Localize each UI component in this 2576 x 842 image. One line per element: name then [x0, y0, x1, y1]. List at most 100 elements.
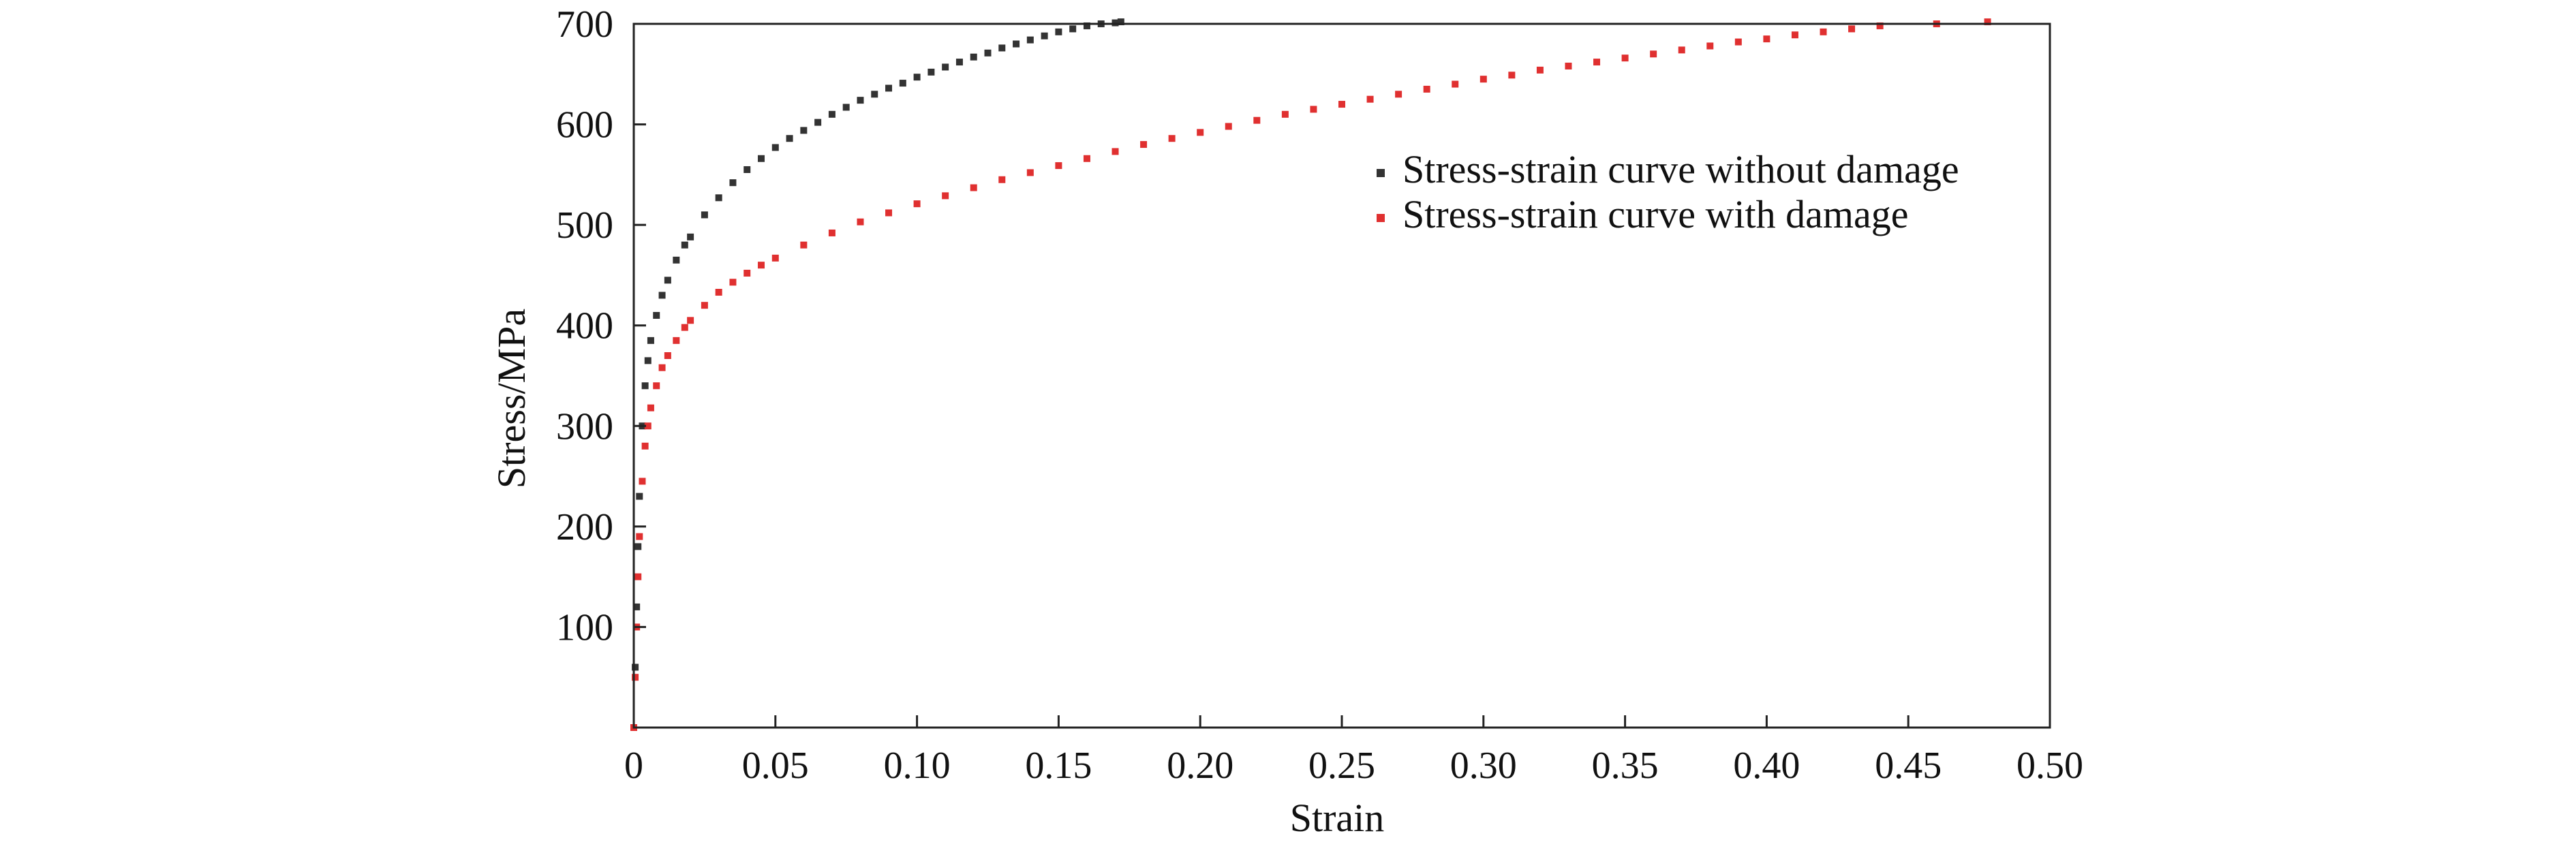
x-tick-label: 0.35 — [1592, 745, 1659, 787]
data-point — [644, 422, 651, 430]
data-point — [1395, 91, 1402, 98]
data-point — [743, 269, 751, 277]
data-point — [1069, 25, 1077, 33]
data-point — [658, 364, 666, 371]
data-point — [729, 179, 737, 187]
data-point — [687, 317, 694, 324]
data-point — [842, 104, 850, 111]
data-point — [857, 97, 864, 104]
data-point — [913, 200, 921, 208]
data-point — [1026, 36, 1034, 44]
x-tick-label: 0.05 — [742, 745, 809, 787]
data-point — [681, 324, 688, 331]
legend-marker — [1377, 214, 1385, 222]
data-point — [632, 664, 639, 671]
data-point — [658, 292, 666, 299]
data-point — [687, 233, 694, 240]
x-tick-label: 0.50 — [2017, 745, 2083, 787]
data-point — [636, 493, 643, 500]
data-point — [1479, 76, 1487, 83]
data-point — [715, 289, 722, 296]
x-tick-label: 0 — [624, 745, 643, 787]
data-point — [1650, 50, 1657, 58]
data-point — [1281, 110, 1289, 118]
legend-label: Stress-strain curve without damage — [1402, 147, 1959, 191]
y-tick-label: 100 — [556, 606, 613, 649]
data-point — [681, 241, 688, 249]
x-tick-label: 0.15 — [1025, 745, 1092, 787]
data-point — [758, 262, 765, 269]
y-axis-title: Stress/MPa — [489, 309, 534, 488]
data-point — [970, 184, 977, 191]
data-point — [885, 84, 893, 92]
data-point — [653, 311, 660, 319]
data-point — [1508, 72, 1516, 79]
data-point — [664, 277, 671, 284]
data-point — [1055, 28, 1062, 35]
data-point — [1083, 22, 1090, 29]
data-point — [1423, 85, 1430, 93]
data-point — [786, 135, 793, 142]
y-tick-label: 500 — [556, 204, 613, 247]
data-point — [634, 543, 642, 550]
data-point — [1706, 42, 1714, 50]
data-point — [1253, 116, 1261, 124]
y-tick-label: 300 — [556, 405, 613, 448]
data-point — [1565, 62, 1572, 69]
data-point — [942, 192, 949, 200]
legend-marker — [1377, 169, 1385, 177]
data-point — [758, 155, 765, 162]
axes: 0 0.05 0.10 0.15 0.20 0.25 0.30 0.35 0.40 0.45 0.5… — [556, 3, 2083, 787]
data-point — [632, 674, 639, 681]
x-tick-label: 0.25 — [1308, 745, 1375, 787]
series-1 — [630, 18, 1124, 731]
data-point — [1225, 123, 1232, 130]
data-point — [1734, 38, 1742, 46]
data-point — [647, 404, 654, 411]
data-point — [828, 229, 835, 236]
legend-label: Stress-strain curve with damage — [1402, 192, 1909, 236]
plot-frame — [632, 22, 2051, 729]
data-point — [653, 382, 660, 390]
data-point — [885, 209, 893, 217]
data-point — [729, 279, 737, 286]
data-point — [1820, 28, 1827, 35]
legend: Stress-strain curve without damageStress… — [1377, 147, 1959, 236]
data-point — [970, 53, 977, 61]
data-point — [1026, 169, 1034, 176]
data-point — [927, 68, 935, 76]
data-point — [1013, 40, 1020, 48]
data-point — [998, 176, 1006, 183]
data-point — [1338, 101, 1345, 108]
x-tick-label: 0.20 — [1167, 745, 1233, 787]
data-point — [1452, 80, 1459, 88]
data-point — [800, 241, 808, 249]
data-point — [636, 533, 643, 540]
plot-area — [630, 18, 1991, 731]
y-tick-label: 700 — [556, 3, 613, 46]
y-tick-label: 600 — [556, 104, 613, 146]
data-point — [1168, 135, 1176, 142]
data-point — [1117, 18, 1124, 26]
x-tick-label: 0.45 — [1875, 745, 1942, 787]
data-point — [701, 211, 708, 219]
data-point — [771, 254, 779, 262]
data-point — [913, 74, 921, 81]
series-2 — [630, 18, 1991, 731]
data-point — [984, 49, 992, 57]
data-point — [639, 478, 646, 485]
data-point — [1083, 155, 1090, 162]
data-point — [1536, 66, 1544, 74]
data-point — [1140, 141, 1148, 149]
x-tick-label: 0.10 — [884, 745, 951, 787]
x-tick-label: 0.40 — [1733, 745, 1800, 787]
data-point — [1791, 31, 1798, 39]
y-tick-label: 400 — [556, 305, 613, 347]
data-point — [641, 442, 649, 450]
data-point — [1593, 59, 1601, 66]
data-point — [998, 44, 1006, 52]
data-point — [1310, 106, 1317, 113]
data-point — [1366, 95, 1374, 103]
data-point — [771, 144, 779, 151]
